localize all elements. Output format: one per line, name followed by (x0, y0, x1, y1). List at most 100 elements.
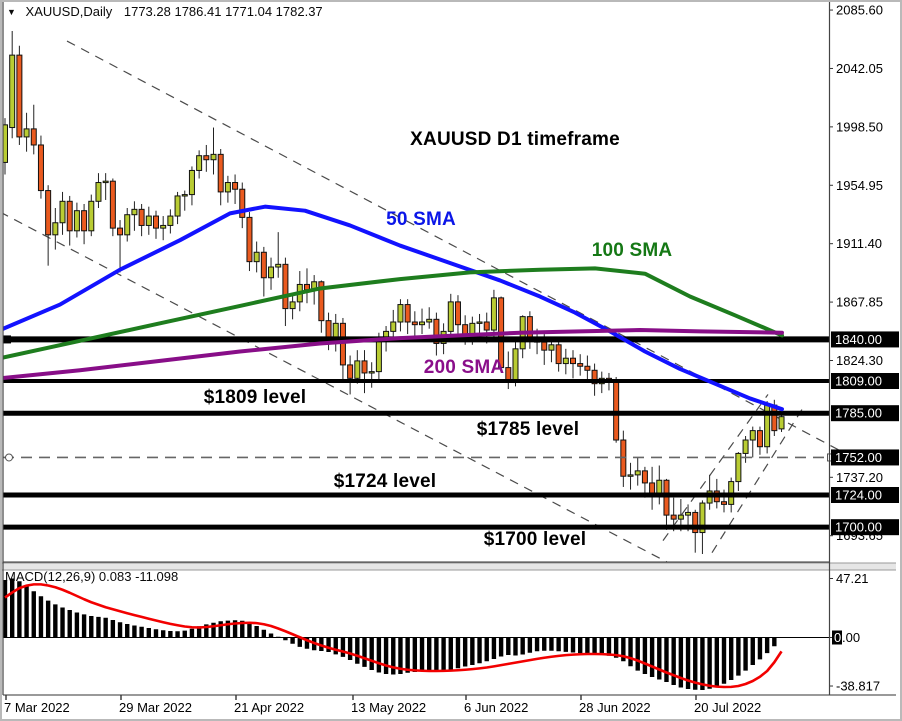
macd-histogram-bar (470, 637, 475, 665)
macd-histogram-bar (448, 637, 453, 670)
candle (160, 216, 167, 241)
candle (224, 175, 231, 203)
y-axis-label: 1737.20 (836, 470, 883, 485)
candle (613, 376, 620, 443)
line-handle[interactable] (5, 453, 13, 462)
macd-axis-label: -38.817 (836, 679, 880, 694)
macd-histogram-bar (132, 625, 137, 638)
candle (282, 257, 289, 327)
trendline-ascending-channel-right[interactable] (711, 407, 804, 553)
macd-histogram-bar (664, 637, 669, 682)
candle (16, 45, 23, 145)
macd-histogram-bar (139, 626, 144, 638)
macd-histogram-bar (74, 612, 80, 638)
macd-histogram-bar (391, 637, 396, 675)
y-axis-label: 1954.95 (836, 178, 883, 193)
symbol-dropdown-icon[interactable]: ▼ (7, 7, 16, 17)
macd-histogram-bar (175, 631, 180, 638)
macd-signal-line (4, 583, 783, 689)
macd-histogram-bar (693, 637, 698, 690)
price-tag-box (831, 449, 899, 466)
line-handle[interactable] (3, 335, 11, 344)
macd-histogram-bar (455, 637, 461, 669)
macd-histogram-bar (254, 626, 259, 638)
macd-histogram-bar (685, 637, 691, 689)
annotation-level-1700[interactable]: $1700 level (483, 529, 587, 550)
candle (246, 212, 253, 272)
price-tag-box (831, 331, 899, 348)
macd-histogram-bar (606, 637, 612, 656)
x-axis-date-label: 13 May 2022 (351, 700, 426, 715)
macd-histogram-bar (283, 637, 288, 641)
candle (433, 312, 440, 356)
candle (505, 351, 512, 390)
y-axis-label: 1998.50 (836, 119, 883, 134)
trendline-descending-channel-upper[interactable] (66, 40, 859, 461)
annotation-sma200-label[interactable]: 200 SMA (423, 357, 505, 378)
macd-histogram-bar (146, 628, 151, 638)
macd-histogram-bar (434, 637, 439, 671)
annotation-sma50-label[interactable]: 50 SMA (386, 209, 456, 230)
x-axis-date-label: 28 Jun 2022 (579, 700, 651, 715)
price-tag-box (831, 405, 899, 422)
macd-histogram-bar (721, 637, 727, 684)
macd-histogram-bar (764, 637, 770, 654)
price-tag-label: 1752.00 (835, 450, 882, 465)
sma100-line (3, 266, 784, 360)
candle (131, 201, 138, 231)
candle (570, 350, 577, 379)
candle (663, 478, 670, 530)
trendline-ascending-channel-left[interactable] (662, 394, 769, 541)
candle (749, 426, 756, 458)
annotation-chart-caption[interactable]: XAUUSD D1 timeframe (410, 129, 620, 150)
macd-histogram-bar (160, 630, 166, 638)
macd-histogram-bar (369, 637, 374, 670)
candle (764, 401, 771, 454)
macd-histogram-bar (218, 621, 223, 638)
y-axis-label: 1824.30 (836, 353, 883, 368)
price-tag-label: 1809.00 (835, 374, 882, 389)
candle (145, 206, 152, 235)
candle (275, 232, 282, 278)
candle (73, 202, 80, 238)
candle (627, 462, 634, 490)
candle (3, 118, 8, 175)
macd-histogram-bar (125, 624, 130, 638)
candle (735, 452, 742, 491)
macd-histogram-bar (484, 637, 489, 662)
macd-histogram-bar (728, 637, 734, 680)
y-axis-label: 1867.85 (836, 295, 883, 310)
macd-histogram-bar (45, 600, 51, 638)
candle (138, 203, 145, 237)
candle (203, 144, 210, 172)
macd-histogram-bar (635, 637, 640, 671)
macd-histogram-bar (714, 637, 720, 687)
candle (196, 150, 203, 179)
candle (260, 246, 267, 297)
candle (347, 355, 354, 395)
annotation-level-1724[interactable]: $1724 level (333, 471, 437, 492)
trendline-descending-channel-lower[interactable] (0, 212, 668, 562)
annotation-level-1809[interactable]: $1809 level (203, 387, 307, 408)
macd-histogram-bar (376, 637, 382, 673)
annotation-level-1785[interactable]: $1785 level (476, 419, 580, 440)
macd-histogram-bar (60, 607, 65, 638)
price-tag-label: 1840.00 (835, 332, 882, 347)
candle (268, 257, 275, 290)
price-tag-label: 1724.00 (835, 488, 882, 503)
macd-histogram-bar (498, 637, 504, 657)
sma50-line (3, 204, 784, 412)
macd-histogram-bar (556, 637, 561, 652)
macd-histogram-bar (261, 629, 267, 638)
macd-histogram-bar (398, 637, 403, 674)
annotation-sma100-label[interactable]: 100 SMA (591, 240, 673, 261)
candle (411, 311, 418, 340)
candle (390, 309, 397, 340)
candle (339, 317, 346, 380)
macd-histogram-bar (290, 637, 295, 644)
candle (577, 354, 584, 376)
macd-histogram-bar (613, 637, 619, 658)
candle (152, 210, 159, 239)
x-axis-date-label: 29 Mar 2022 (119, 700, 192, 715)
